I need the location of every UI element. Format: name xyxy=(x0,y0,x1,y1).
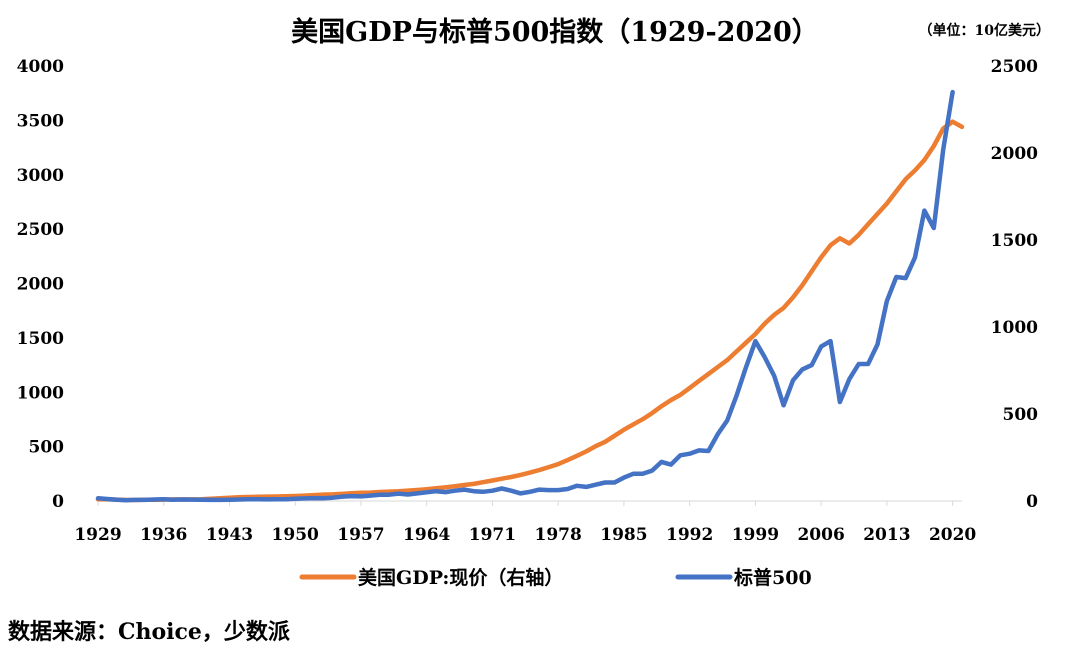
x-tick-label: 1992 xyxy=(666,525,713,545)
x-tick-label: 2013 xyxy=(863,525,910,545)
x-tick-label: 2006 xyxy=(797,525,844,545)
x-tick-label: 1999 xyxy=(732,525,779,545)
left-tick-label: 1500 xyxy=(17,329,64,349)
right-tick-label: 2000 xyxy=(991,144,1038,164)
series-lines xyxy=(95,89,965,503)
left-tick-label: 2500 xyxy=(17,220,64,240)
x-tick-label: 1943 xyxy=(206,525,253,545)
x-tick-label: 1957 xyxy=(337,525,384,545)
left-tick-label: 2000 xyxy=(17,275,64,295)
gdp-series-line xyxy=(95,119,965,503)
unit-note: （单位：10亿美元） xyxy=(919,22,1050,39)
legend-label-sp500: 标普500 xyxy=(734,566,812,589)
x-tick-label: 1964 xyxy=(403,525,450,545)
x-axis-ticks: 1929 1936 1943 1950 1957 1964 1971 1978 1985 1992… xyxy=(74,501,976,545)
right-axis-ticks: 0 500 1000 1500 2000 2500 xyxy=(991,57,1038,512)
x-tick-label: 1929 xyxy=(74,525,121,545)
left-tick-label: 0 xyxy=(52,492,64,512)
legend-label-gdp: 美国GDP:现价（右轴） xyxy=(358,566,563,589)
source-note: 数据来源：Choice，少数派 xyxy=(8,619,290,645)
left-tick-label: 3500 xyxy=(17,111,64,131)
right-tick-label: 500 xyxy=(1003,405,1039,425)
left-tick-label: 500 xyxy=(29,438,65,458)
x-tick-label: 2020 xyxy=(929,525,976,545)
right-tick-label: 1500 xyxy=(991,231,1038,251)
x-tick-label: 1950 xyxy=(272,525,319,545)
x-tick-label: 1936 xyxy=(140,525,187,545)
legend: 美国GDP:现价（右轴） 标普500 xyxy=(299,566,812,589)
right-tick-label: 1000 xyxy=(991,318,1038,338)
right-tick-label: 0 xyxy=(1026,492,1038,512)
sp500-series-line xyxy=(95,89,955,503)
x-tick-label: 1971 xyxy=(469,525,516,545)
right-tick-label: 2500 xyxy=(991,57,1038,77)
x-tick-label: 1978 xyxy=(535,525,582,545)
chart-title: 美国GDP与标普500指数（1929-2020） xyxy=(291,16,819,48)
left-tick-label: 3000 xyxy=(17,166,64,186)
left-tick-label: 1000 xyxy=(17,383,64,403)
left-axis-ticks: 0 500 1000 1500 2000 2500 3000 3500 4000 xyxy=(17,57,64,512)
left-tick-label: 4000 xyxy=(17,57,64,77)
x-tick-label: 1985 xyxy=(600,525,647,545)
